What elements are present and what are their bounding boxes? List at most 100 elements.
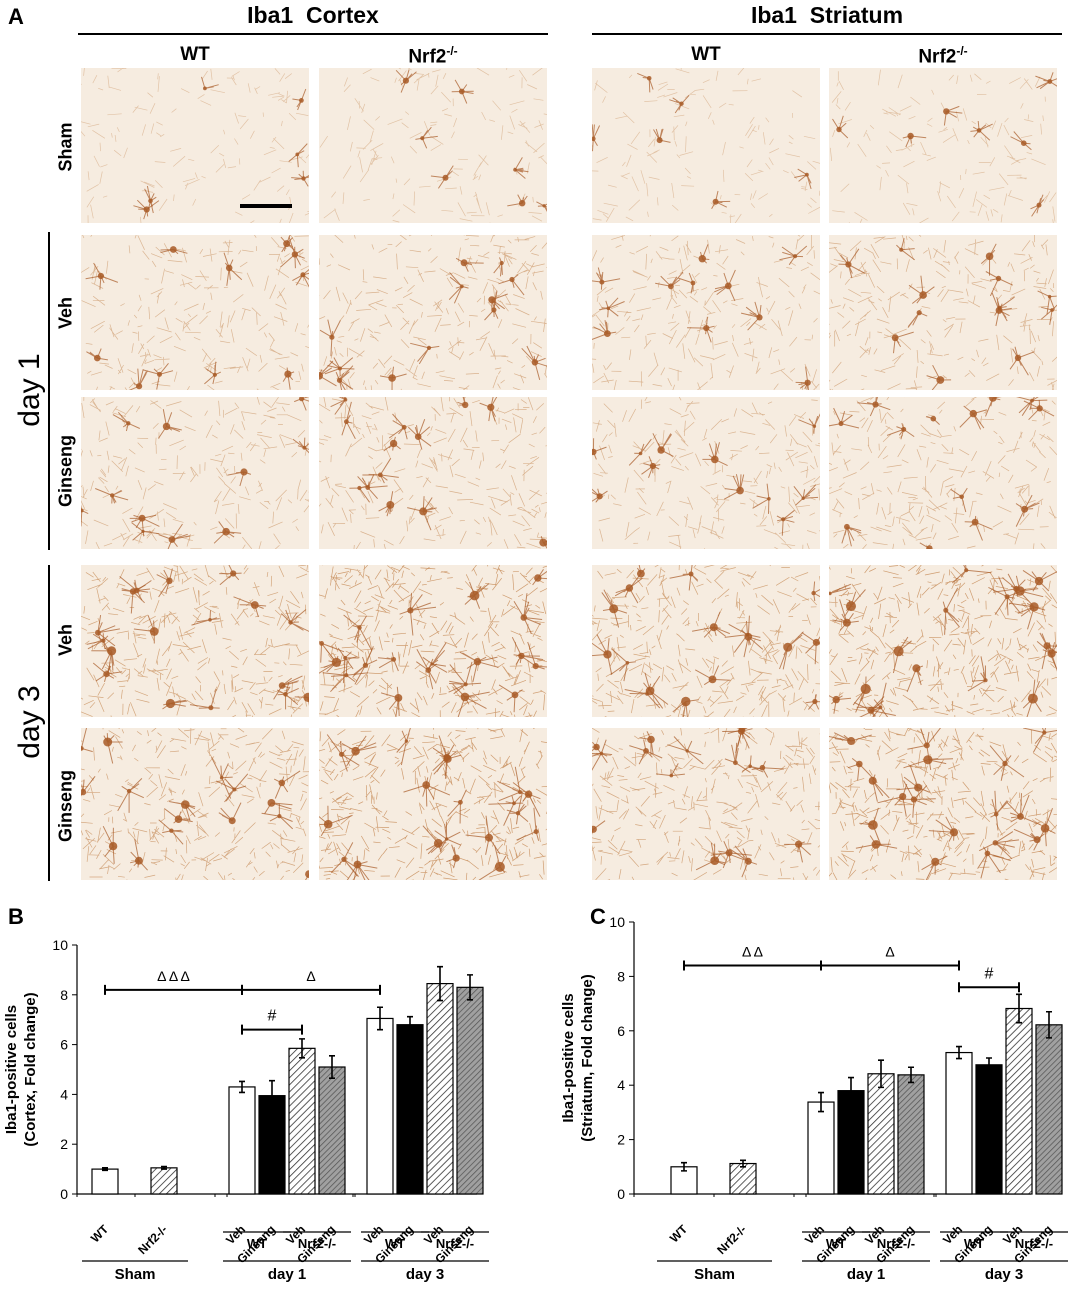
- day3-label: day 3: [13, 685, 46, 759]
- bar: [729, 1162, 757, 1195]
- bar: [1035, 1024, 1063, 1195]
- y-tick-label: 0: [617, 1186, 625, 1202]
- error-bar: [956, 1045, 962, 1060]
- bar: [837, 1090, 865, 1195]
- bar: [91, 1168, 119, 1195]
- x-tick-label: Veh: [223, 1222, 248, 1247]
- panel-letter-c: C: [590, 904, 606, 929]
- group-day3-nrf2-label: Nrf2-/-: [1015, 1236, 1053, 1251]
- significance-label: #: [268, 1008, 277, 1025]
- chart-striatum: 0 2 4 6 8 10 Iba1-positive cells (Striatum, Fol…: [560, 914, 1068, 1283]
- cortex-title: Iba1 Cortex: [247, 2, 379, 28]
- bar: [366, 1017, 394, 1195]
- error-bar: [269, 1079, 275, 1112]
- bar: [150, 1167, 178, 1195]
- significance-label: Δ Δ: [742, 944, 763, 960]
- row-label-day3-veh: Veh: [55, 623, 76, 657]
- striatum-title: Iba1 Striatum: [750, 2, 904, 28]
- bar: [897, 1074, 925, 1195]
- error-bar: [377, 1006, 383, 1031]
- error-bar: [239, 1080, 245, 1094]
- micrograph-sham-striatum-wt: [592, 68, 820, 223]
- x-tick-label: Nrf2-/-: [714, 1222, 749, 1257]
- error-bar: [1016, 993, 1022, 1024]
- error-bar: [299, 1038, 305, 1059]
- group-day3-wt-label: WT: [385, 1236, 405, 1251]
- error-bar: [681, 1161, 687, 1172]
- y-axis-label: Iba1-positive cells: [560, 993, 577, 1122]
- col-head-cortex-wt: WT: [180, 44, 210, 65]
- chart-cortex: 0 2 4 6 8 10 Iba1-positive cells (Cortex, Fold …: [3, 937, 489, 1283]
- bar: [258, 1095, 286, 1195]
- x-tick-label: WT: [88, 1222, 112, 1246]
- y-tick-label: 6: [617, 1023, 625, 1039]
- panel-letter-b: B: [8, 904, 24, 929]
- error-bar: [467, 974, 473, 1001]
- panel-letter-a: A: [8, 4, 24, 29]
- x-tick-label: Veh: [940, 1222, 965, 1247]
- group-day1-nrf2-label: Nrf2-/-: [298, 1236, 336, 1251]
- group-day3-label: day 3: [406, 1266, 444, 1283]
- significance-label: #: [985, 965, 994, 982]
- y-axis-label: (Cortex, Fold change): [22, 992, 39, 1146]
- micrograph-day1-veh-cortex-nrf2: [319, 235, 547, 390]
- micrograph-day1-ginseng-cortex-nrf2: [319, 397, 547, 549]
- x-tick-label: Nrf2-/-: [135, 1222, 170, 1257]
- y-tick-label: 10: [52, 937, 68, 953]
- micrograph-day3-ginseng-cortex-wt: [81, 728, 309, 880]
- group-day1-label: day 1: [847, 1266, 885, 1283]
- significance-bracket: [958, 982, 1020, 993]
- y-tick-label: 4: [60, 1086, 68, 1102]
- micrograph-day1-veh-striatum-nrf2: [829, 235, 1057, 390]
- significance-label: Δ: [885, 944, 894, 960]
- error-bar: [407, 1015, 413, 1034]
- error-bar: [102, 1167, 108, 1172]
- micrograph-day3-veh-cortex-wt: [81, 565, 309, 717]
- significance-bracket: [820, 960, 960, 971]
- error-bar: [161, 1165, 167, 1170]
- y-tick-label: 10: [609, 914, 625, 930]
- micrograph-day1-ginseng-cortex-wt: [81, 397, 309, 549]
- bar: [945, 1051, 973, 1195]
- significance-bracket: [241, 1024, 303, 1035]
- scale-bar: [240, 204, 292, 208]
- micrograph-day3-ginseng-cortex-nrf2: [319, 728, 547, 880]
- group-day3-nrf2-label: Nrf2-/-: [436, 1236, 474, 1251]
- group-sham-label: Sham: [115, 1266, 156, 1283]
- y-tick-label: 0: [60, 1186, 68, 1202]
- micrograph-day1-ginseng-striatum-wt: [592, 397, 820, 549]
- bar: [456, 986, 484, 1195]
- col-head-striatum-nrf2: Nrf2-/-: [918, 44, 968, 68]
- significance-label: Δ Δ Δ: [157, 968, 190, 984]
- bar: [807, 1101, 835, 1195]
- error-bar: [878, 1059, 884, 1089]
- y-axis-label: Iba1-positive cells: [3, 1005, 20, 1134]
- error-bar: [986, 1057, 992, 1073]
- row-label-day3-ginseng: Ginseng: [55, 769, 76, 843]
- micrograph-sham-striatum-nrf2: [829, 68, 1057, 223]
- bar: [318, 1066, 346, 1195]
- error-bar: [329, 1055, 335, 1080]
- y-tick-label: 4: [617, 1077, 625, 1093]
- x-tick-label: Veh: [361, 1222, 386, 1247]
- micrograph-day3-veh-cortex-nrf2: [319, 565, 547, 717]
- error-bar: [848, 1076, 854, 1105]
- row-label-day1-ginseng: Ginseng: [55, 434, 76, 508]
- micrograph-day3-ginseng-striatum-wt: [592, 728, 820, 880]
- y-tick-label: 8: [617, 968, 625, 984]
- micrograph-sham-cortex-nrf2: [319, 68, 547, 223]
- day3-bracket: [48, 565, 50, 881]
- significance-bracket: [104, 984, 243, 995]
- error-bar: [740, 1159, 746, 1168]
- bar: [396, 1024, 424, 1195]
- striatum-title-rule: [592, 33, 1062, 35]
- error-bar: [818, 1091, 824, 1113]
- micrograph-sham-cortex-wt: [81, 68, 309, 223]
- group-day1-wt-label: WT: [826, 1236, 846, 1251]
- group-day1-nrf2-label: Nrf2-/-: [877, 1236, 915, 1251]
- micrograph-day1-veh-striatum-wt: [592, 235, 820, 390]
- group-day3-label: day 3: [985, 1266, 1023, 1283]
- y-tick-label: 6: [60, 1037, 68, 1053]
- group-sham-label: Sham: [694, 1266, 735, 1283]
- col-head-striatum-wt: WT: [691, 44, 721, 65]
